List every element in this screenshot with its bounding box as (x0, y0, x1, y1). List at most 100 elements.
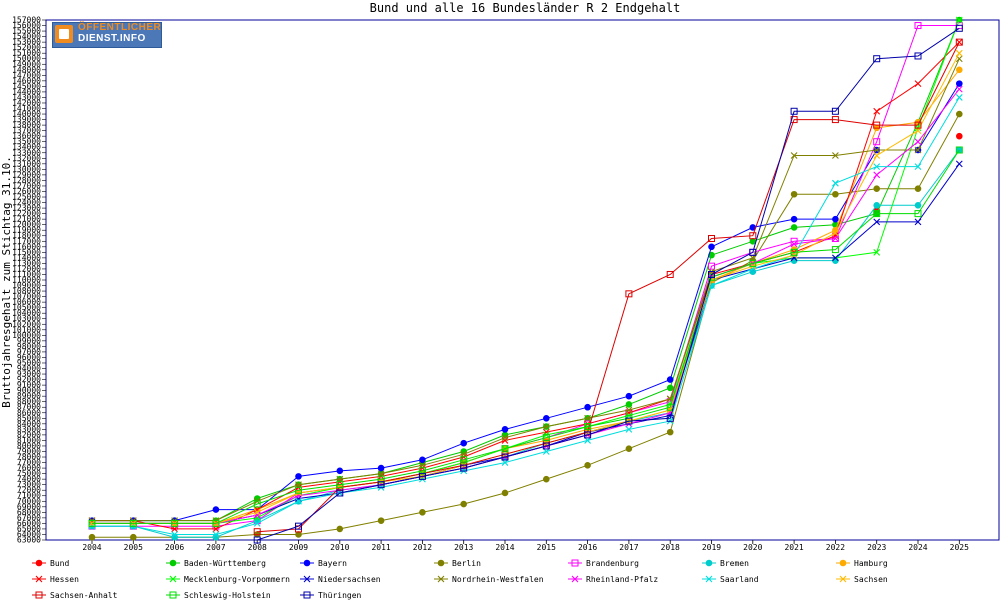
data-point (419, 456, 426, 464)
series-line (92, 163, 960, 524)
data-point (749, 248, 757, 256)
axes (45, 19, 1000, 541)
y-axis-ticks: 6300064000650006600067000680006900070000… (12, 16, 46, 545)
y-tick-label: 113000 (12, 259, 41, 268)
series-16 (253, 24, 963, 544)
y-tick-label: 121000 (12, 215, 41, 224)
logo-text-line2: DIENST.INFO (78, 33, 146, 44)
y-tick-label: 99000 (17, 336, 41, 345)
data-point (625, 445, 633, 453)
y-tick-label: 131000 (12, 159, 41, 168)
y-tick-label: 157000 (12, 16, 41, 25)
data-point (831, 246, 839, 254)
data-point (542, 448, 550, 455)
data-point (419, 461, 426, 469)
y-tick-label: 127000 (12, 181, 41, 190)
data-point (625, 417, 633, 425)
y-tick-label: 132000 (12, 154, 41, 163)
x-tick-label: 2010 (330, 543, 349, 552)
y-tick-label: 105000 (12, 303, 41, 312)
y-tick-label: 143000 (12, 93, 41, 102)
legend-swatch-marker (303, 591, 311, 599)
y-tick-label: 118000 (12, 231, 41, 240)
data-point (501, 434, 509, 442)
x-tick-label: 2017 (619, 543, 638, 552)
data-point (914, 80, 922, 88)
y-axis-label: Bruttojahresgehalt zum Stichtag 31.10. (0, 156, 13, 408)
y-tick-label: 100000 (12, 331, 41, 340)
y-tick-label: 114000 (12, 253, 41, 262)
data-point (790, 215, 798, 223)
data-point (377, 464, 385, 472)
data-point (790, 107, 798, 115)
legend-label: Baden-Württemberg (184, 559, 266, 568)
data-point (212, 519, 220, 527)
data-point (542, 423, 550, 430)
data-point (253, 520, 261, 527)
y-tick-label: 67000 (17, 513, 41, 522)
data-point (212, 533, 220, 541)
y-tick-label: 135000 (12, 137, 41, 146)
data-point (88, 533, 96, 541)
data-point (832, 152, 839, 159)
y-tick-label: 88000 (17, 397, 41, 406)
y-tick-label: 81000 (17, 436, 41, 445)
legend-item: Sachsen-Anhalt (32, 591, 118, 600)
series-11 (88, 85, 963, 527)
x-tick-label: 2005 (124, 543, 143, 552)
series-line (92, 52, 960, 524)
data-point (749, 237, 757, 245)
legend-swatch-marker (303, 559, 311, 567)
y-tick-label: 106000 (12, 298, 41, 307)
legend-label: Hamburg (854, 559, 888, 568)
data-point (501, 426, 509, 433)
y-tick-label: 69000 (17, 502, 41, 511)
data-point (873, 138, 881, 146)
legend-item: Niedersachsen (300, 575, 381, 584)
data-point (956, 80, 963, 87)
data-point (914, 52, 922, 60)
legend-swatch-marker (839, 559, 847, 567)
data-point (171, 519, 179, 527)
legend-label: Saarland (720, 575, 759, 584)
legend-item: Nordrhein-Westfalen (434, 575, 544, 584)
chart-title: Bund und alle 16 Bundesländer R 2 Endgeh… (370, 1, 681, 15)
data-point (418, 472, 426, 480)
data-point (790, 248, 798, 256)
y-tick-label: 138000 (12, 121, 41, 130)
legend-swatch-marker (437, 559, 445, 567)
legend-label: Niedersachsen (318, 575, 381, 584)
legend-label: Schleswig-Holstein (184, 591, 271, 600)
data-point (377, 470, 385, 478)
data-point (790, 224, 798, 231)
y-tick-label: 112000 (12, 264, 41, 273)
data-point (336, 481, 344, 489)
y-tick-label: 64000 (17, 530, 41, 539)
data-point (666, 428, 674, 436)
legend-swatch-marker (169, 591, 177, 599)
data-point (956, 132, 963, 140)
data-point (212, 531, 220, 538)
y-tick-label: 108000 (12, 287, 41, 296)
y-tick-label: 103000 (12, 314, 41, 323)
legend-swatch-marker (571, 575, 579, 583)
legend-item: Bremen (702, 559, 749, 568)
legend-label: Bremen (720, 559, 749, 568)
x-tick-label: 2012 (413, 543, 432, 552)
y-tick-label: 80000 (17, 441, 41, 450)
logo-icon (55, 25, 73, 43)
y-tick-label: 75000 (17, 469, 41, 478)
series-line (257, 27, 960, 541)
y-tick-label: 65000 (17, 524, 41, 533)
y-tick-label: 109000 (12, 281, 41, 290)
series-line (92, 113, 960, 538)
data-point (914, 138, 922, 146)
data-point (171, 525, 178, 533)
series-3 (88, 110, 963, 541)
y-tick-label: 150000 (12, 54, 41, 63)
legend-item: Brandenburg (568, 559, 639, 568)
series-lines (88, 16, 963, 544)
y-tick-label: 86000 (17, 408, 41, 417)
y-tick-label: 144000 (12, 87, 41, 96)
